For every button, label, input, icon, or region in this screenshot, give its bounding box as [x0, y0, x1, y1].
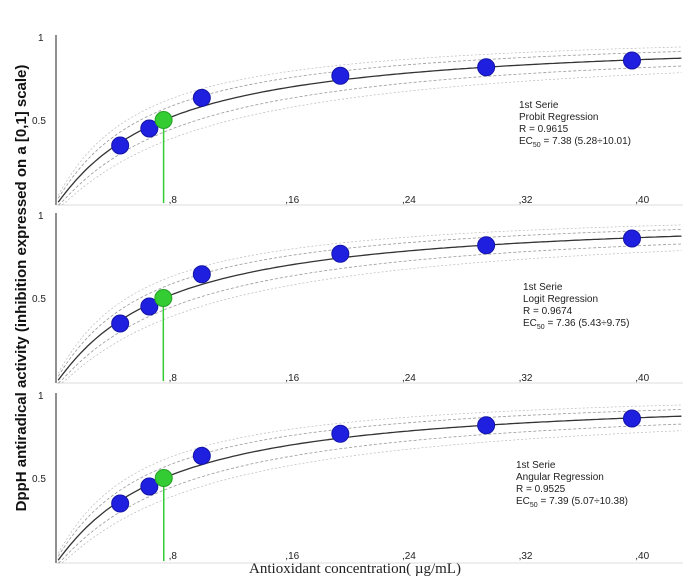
- prediction-band-lower: [58, 72, 682, 206]
- data-point: [622, 409, 641, 428]
- y-tick-label: 1: [38, 33, 44, 44]
- data-point: [140, 477, 159, 496]
- data-point: [111, 494, 130, 513]
- ec50-value: = 7.39 (5.07÷10.38): [538, 496, 628, 507]
- x-tick-label: ,24: [402, 373, 416, 384]
- annotation-line: 1st Serie: [516, 460, 556, 471]
- x-tick-label: ,24: [402, 195, 416, 206]
- annotation-line: 1st Serie: [519, 100, 559, 111]
- confidence-band-upper: [57, 51, 682, 199]
- ec50-symbol: EC: [519, 136, 533, 147]
- prediction-band-lower: [58, 430, 682, 564]
- data-point: [140, 297, 159, 316]
- data-point: [622, 229, 641, 248]
- data-point: [331, 244, 350, 263]
- prediction-band-lower: [58, 250, 682, 384]
- y-tick-label: 1: [38, 211, 44, 222]
- ec50-point: [154, 289, 173, 307]
- x-tick-label: ,24: [402, 551, 416, 562]
- data-point: [140, 119, 159, 138]
- data-point: [331, 66, 350, 85]
- ec50-subscript: 50: [530, 502, 538, 509]
- confidence-band-upper: [57, 409, 682, 557]
- annotation-line: Logit Regression: [523, 294, 598, 305]
- y-axis-label: DppH antiradical activity (inhibition ex…: [13, 65, 30, 512]
- annotation-ec50: EC50 = 7.38 (5.28÷10.01): [519, 136, 631, 149]
- y-tick-label: 0.5: [32, 116, 46, 127]
- data-point: [477, 236, 496, 255]
- x-tick-label: ,16: [285, 551, 299, 562]
- annotation-ec50: EC50 = 7.36 (5.43÷9.75): [523, 318, 629, 331]
- ec50-point: [154, 111, 173, 129]
- confidence-band-upper: [57, 229, 682, 377]
- annotation-line: R = 0.9674: [523, 306, 573, 317]
- x-tick-label: ,32: [519, 195, 533, 206]
- confidence-band-lower: [57, 243, 682, 384]
- x-tick-label: ,16: [285, 195, 299, 206]
- y-tick-label: 1: [38, 391, 44, 402]
- x-tick-label: ,16: [285, 373, 299, 384]
- x-tick-label: ,32: [519, 551, 533, 562]
- ec50-subscript: 50: [537, 324, 545, 331]
- x-tick-label: ,40: [635, 195, 649, 206]
- ec50-point: [154, 469, 173, 487]
- data-point: [192, 446, 211, 465]
- data-point: [111, 314, 130, 333]
- data-point: [477, 416, 496, 435]
- x-tick-label: ,32: [519, 373, 533, 384]
- y-tick-label: 0.5: [32, 474, 46, 485]
- ec50-symbol: EC: [516, 496, 530, 507]
- data-point: [622, 51, 641, 70]
- data-point: [192, 88, 211, 107]
- annotation-line: 1st Serie: [523, 282, 563, 293]
- data-point: [477, 58, 496, 77]
- annotation-line: R = 0.9615: [519, 124, 569, 135]
- confidence-band-lower: [57, 423, 682, 564]
- ec50-symbol: EC: [523, 318, 537, 329]
- y-tick-label: 0.5: [32, 294, 46, 305]
- annotation-ec50: EC50 = 7.39 (5.07÷10.38): [516, 496, 628, 509]
- ec50-value: = 7.38 (5.28÷10.01): [541, 136, 631, 147]
- data-point: [111, 136, 130, 155]
- x-tick-label: ,40: [635, 551, 649, 562]
- annotation-line: Probit Regression: [519, 112, 598, 123]
- x-tick-label: ,40: [635, 373, 649, 384]
- annotation-line: Angular Regression: [516, 472, 604, 483]
- data-point: [192, 265, 211, 284]
- confidence-band-lower: [57, 65, 682, 206]
- ec50-subscript: 50: [533, 142, 541, 149]
- data-point: [331, 424, 350, 443]
- x-tick-label: ,8: [169, 195, 178, 206]
- ec50-value: = 7.36 (5.43÷9.75): [545, 318, 630, 329]
- x-tick-label: ,8: [169, 551, 178, 562]
- x-tick-label: ,8: [169, 373, 178, 384]
- x-axis-label: Antioxidant concentration( µg/mL): [249, 561, 461, 576]
- annotation-line: R = 0.9525: [516, 484, 566, 495]
